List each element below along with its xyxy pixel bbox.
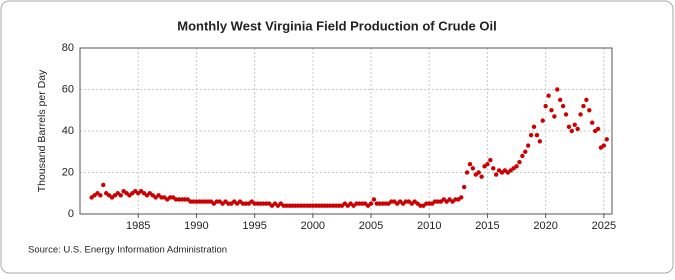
point	[476, 170, 481, 175]
x-tick-label: 1990	[184, 220, 208, 232]
point	[459, 195, 464, 200]
point	[118, 193, 123, 198]
point	[461, 184, 467, 190]
point	[464, 170, 470, 175]
point	[523, 149, 528, 154]
point	[549, 108, 554, 113]
point	[590, 120, 595, 125]
point	[575, 126, 580, 132]
point	[557, 97, 563, 103]
point	[587, 108, 592, 113]
x-tick-label: 1985	[126, 220, 150, 232]
x-tick-label: 2010	[417, 220, 441, 232]
point	[528, 132, 534, 138]
point	[563, 112, 569, 117]
point	[546, 93, 551, 98]
point	[493, 172, 499, 177]
y-tick-label: 80	[62, 42, 74, 54]
point	[491, 166, 496, 171]
point	[371, 197, 377, 202]
x-tick-label: 2000	[301, 220, 325, 232]
point	[368, 201, 374, 206]
point	[560, 103, 566, 109]
point	[531, 124, 537, 130]
y-axis-label: Thousand Barrels per Day	[36, 69, 48, 192]
point	[470, 166, 476, 171]
point	[534, 132, 540, 138]
x-tick-label: 2025	[592, 220, 616, 232]
point	[566, 124, 572, 130]
point	[569, 128, 575, 134]
point	[604, 137, 609, 142]
point	[514, 164, 519, 169]
point	[479, 174, 484, 179]
point	[488, 157, 493, 163]
point	[601, 143, 607, 148]
point	[98, 193, 103, 198]
x-tick-label: 2020	[533, 220, 557, 232]
point	[584, 97, 589, 103]
y-tick-label: 0	[68, 208, 74, 220]
source: Source: U.S. Energy Information Administ…	[28, 245, 227, 256]
point	[520, 153, 525, 159]
point	[572, 122, 577, 127]
y-tick-label: 60	[62, 83, 74, 95]
chart-title: Monthly West Virginia Field Production o…	[177, 18, 496, 33]
x-tick-label: 2005	[359, 220, 383, 232]
point	[525, 143, 531, 148]
point	[537, 139, 543, 144]
plot-frame	[79, 47, 613, 215]
point	[517, 159, 522, 165]
point	[485, 162, 490, 167]
x-tick-label: 1995	[242, 220, 266, 232]
point	[581, 103, 586, 109]
point	[578, 112, 583, 117]
point	[543, 103, 548, 109]
point	[595, 126, 601, 132]
point	[552, 114, 557, 119]
point	[540, 118, 545, 123]
point	[467, 162, 473, 167]
x-tick-label: 2015	[475, 220, 499, 232]
y-tick-label: 40	[62, 125, 74, 137]
point	[555, 87, 560, 92]
point	[101, 182, 106, 188]
y-tick-label: 20	[62, 166, 74, 178]
frame	[0, 0, 674, 274]
